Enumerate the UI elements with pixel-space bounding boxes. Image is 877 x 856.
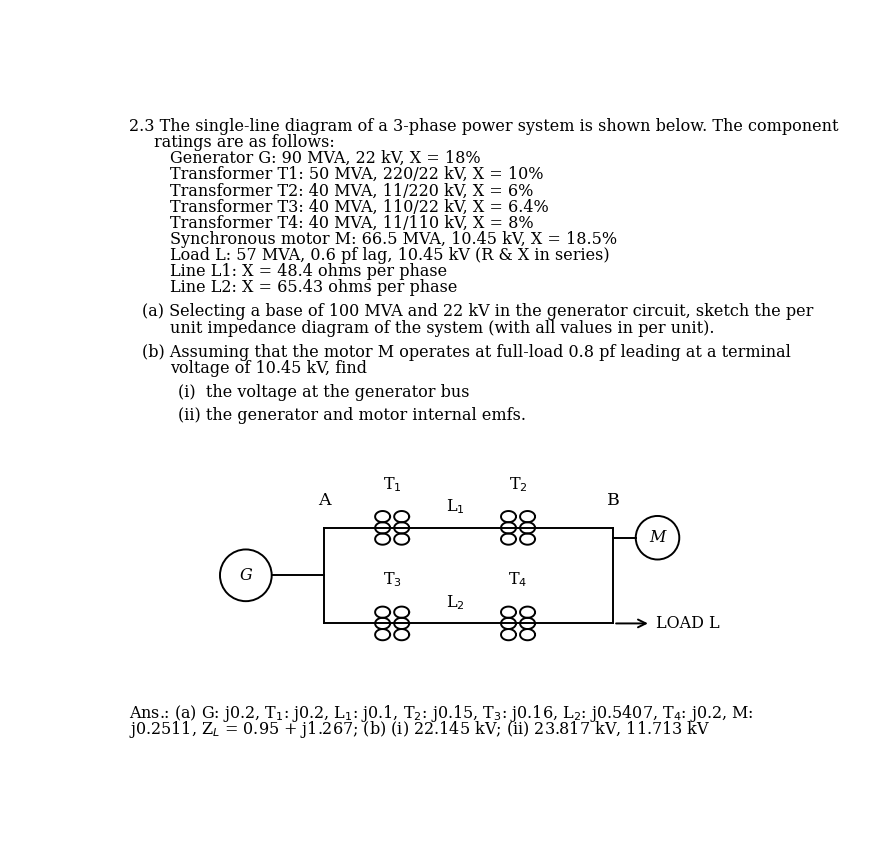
Text: T$_4$: T$_4$	[508, 570, 527, 589]
Text: Synchronous motor M: 66.5 MVA, 10.45 kV, X = 18.5%: Synchronous motor M: 66.5 MVA, 10.45 kV,…	[169, 231, 616, 248]
Text: Transformer T2: 40 MVA, 11/220 kV, X = 6%: Transformer T2: 40 MVA, 11/220 kV, X = 6…	[169, 182, 532, 199]
Text: Ans.: (a) G: j0.2, T$_1$: j0.2, L$_1$: j0.1, T$_2$: j0.15, T$_3$: j0.16, L$_2$: : Ans.: (a) G: j0.2, T$_1$: j0.2, L$_1$: j…	[129, 703, 752, 723]
Text: B: B	[606, 492, 619, 509]
Text: Generator G: 90 MVA, 22 kV, X = 18%: Generator G: 90 MVA, 22 kV, X = 18%	[169, 150, 480, 167]
Text: A: A	[317, 492, 330, 509]
Text: (b) Assuming that the motor M operates at full-load 0.8 pf leading at a terminal: (b) Assuming that the motor M operates a…	[142, 343, 790, 360]
Text: unit impedance diagram of the system (with all values in per unit).: unit impedance diagram of the system (wi…	[169, 319, 713, 336]
Text: Transformer T3: 40 MVA, 110/22 kV, X = 6.4%: Transformer T3: 40 MVA, 110/22 kV, X = 6…	[169, 199, 548, 216]
Text: (a) Selecting a base of 100 MVA and 22 kV in the generator circuit, sketch the p: (a) Selecting a base of 100 MVA and 22 k…	[142, 303, 813, 320]
Text: Load L: 57 MVA, 0.6 pf lag, 10.45 kV (R & X in series): Load L: 57 MVA, 0.6 pf lag, 10.45 kV (R …	[169, 247, 609, 264]
Text: 2.3 The single-line diagram of a 3-phase power system is shown below. The compon: 2.3 The single-line diagram of a 3-phase…	[129, 118, 838, 135]
Text: L$_1$: L$_1$	[446, 497, 464, 516]
Text: Line L1: X = 48.4 ohms per phase: Line L1: X = 48.4 ohms per phase	[169, 263, 446, 280]
Text: M: M	[649, 529, 665, 546]
Text: G: G	[239, 567, 252, 584]
Text: j0.2511, Z$_L$ = 0.95 + j1.267; (b) (i) 22.145 kV; (ii) 23.817 kV, 11.713 kV: j0.2511, Z$_L$ = 0.95 + j1.267; (b) (i) …	[129, 719, 709, 740]
Text: LOAD L: LOAD L	[655, 615, 719, 632]
Text: T$_2$: T$_2$	[508, 475, 527, 494]
Text: Line L2: X = 65.43 ohms per phase: Line L2: X = 65.43 ohms per phase	[169, 279, 457, 296]
Text: L$_2$: L$_2$	[446, 593, 464, 611]
Text: (ii) the generator and motor internal emfs.: (ii) the generator and motor internal em…	[177, 407, 525, 424]
Text: Transformer T4: 40 MVA, 11/110 kV, X = 8%: Transformer T4: 40 MVA, 11/110 kV, X = 8…	[169, 215, 532, 232]
Text: T$_1$: T$_1$	[382, 475, 401, 494]
Text: T$_3$: T$_3$	[382, 570, 401, 589]
Text: voltage of 10.45 kV, find: voltage of 10.45 kV, find	[169, 360, 367, 377]
Text: Transformer T1: 50 MVA, 220/22 kV, X = 10%: Transformer T1: 50 MVA, 220/22 kV, X = 1…	[169, 166, 543, 183]
Text: ratings are as follows:: ratings are as follows:	[153, 134, 334, 151]
Text: (i)  the voltage at the generator bus: (i) the voltage at the generator bus	[177, 383, 469, 401]
